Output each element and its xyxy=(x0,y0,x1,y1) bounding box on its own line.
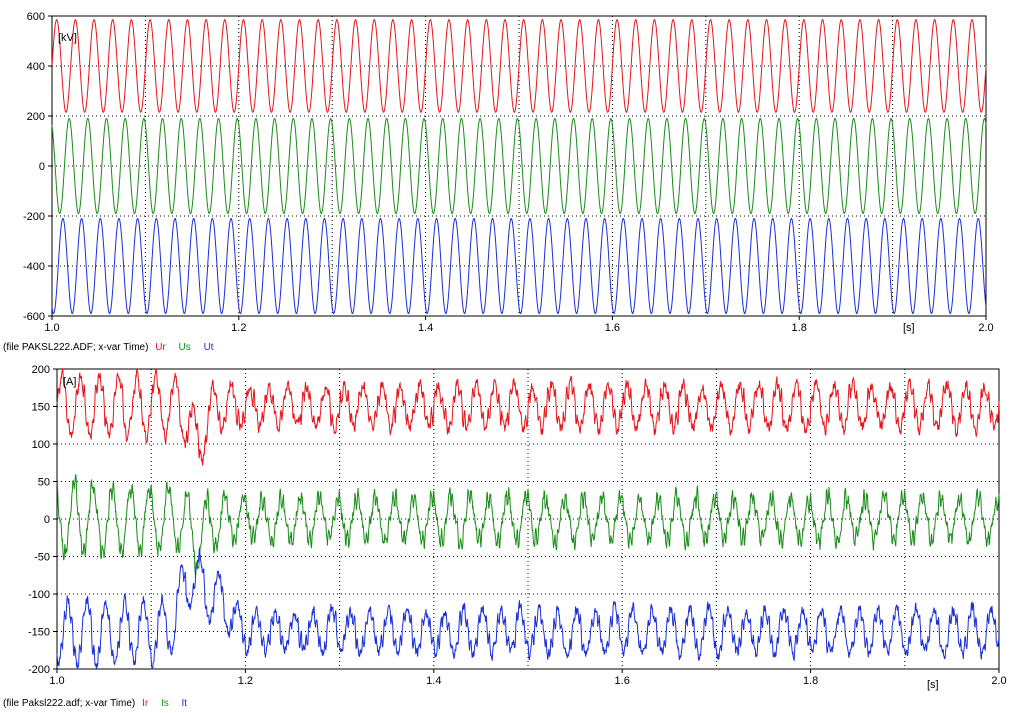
x-tick-label: 1.6 xyxy=(615,675,630,687)
current-caption: (file Paksl222.adf; x-var Time) Ir Is It xyxy=(3,698,187,709)
y-tick-label: -150 xyxy=(28,627,50,639)
x-tick-label: 1.2 xyxy=(238,675,253,687)
legend-is: Is xyxy=(161,698,169,709)
current-x-ticks: 1.0 1.2 1.4 1.6 1.8 2.0 xyxy=(49,669,1007,687)
voltage-file-label: (file PAKSL222.ADF; x-var Time) xyxy=(3,342,148,353)
y-tick-label: -600 xyxy=(23,311,45,323)
voltage-caption: (file PAKSL222.ADF; x-var Time) Ur Us Ut xyxy=(3,342,214,353)
y-tick-label: -50 xyxy=(34,552,50,564)
x-tick-label: 2.0 xyxy=(991,675,1006,687)
y-tick-label: -400 xyxy=(23,261,45,273)
series-line-ur xyxy=(51,19,987,113)
legend-ir: Ir xyxy=(142,698,149,709)
y-tick-label: 400 xyxy=(27,61,45,73)
x-tick-label: 1.2 xyxy=(231,322,246,334)
y-tick-label: -200 xyxy=(23,211,45,223)
x-tick-label: 2.0 xyxy=(978,322,993,334)
legend-ur: Ur xyxy=(155,342,166,353)
x-tick-label: 1.8 xyxy=(792,322,807,334)
voltage-x-unit: [s] xyxy=(903,322,915,334)
x-tick-label: 1.4 xyxy=(426,675,441,687)
current-x-unit: [s] xyxy=(927,679,939,691)
y-tick-label: 50 xyxy=(38,477,50,489)
x-tick-label: 1.0 xyxy=(49,675,64,687)
series-line-ut xyxy=(51,217,987,315)
current-file-label: (file Paksl222.adf; x-var Time) xyxy=(3,698,135,709)
y-tick-label: 600 xyxy=(27,11,45,23)
legend-us: Us xyxy=(179,342,191,353)
current-series xyxy=(56,367,1000,670)
x-tick-label: 1.4 xyxy=(418,322,433,334)
y-tick-label: -200 xyxy=(28,664,50,676)
voltage-series xyxy=(51,19,987,315)
legend-it: It xyxy=(182,698,188,709)
voltage-y-ticks: -600 -400 -200 0 200 400 600 xyxy=(23,11,52,323)
current-y-ticks: -200 -150 -100 -50 0 50 100 150 200 xyxy=(28,364,57,676)
voltage-panel: -600 -400 -200 0 200 400 600 1.0 1.2 1.4 1.6 1.8 2.… xyxy=(3,11,994,353)
y-tick-label: 200 xyxy=(27,111,45,123)
y-tick-label: 200 xyxy=(32,364,50,376)
current-y-unit: [A] xyxy=(63,376,76,388)
y-tick-label: 100 xyxy=(32,439,50,451)
voltage-y-unit: [kV] xyxy=(58,32,77,44)
y-tick-label: -100 xyxy=(28,589,50,601)
y-tick-label: 0 xyxy=(44,514,50,526)
y-tick-label: 0 xyxy=(39,161,45,173)
series-line-us xyxy=(51,117,987,215)
current-panel: -200 -150 -100 -50 0 50 100 150 200 1.0 1.2 1.4 1.6… xyxy=(3,364,1007,709)
x-tick-label: 1.0 xyxy=(44,322,59,334)
series-line-is xyxy=(56,474,1000,578)
y-tick-label: 150 xyxy=(32,402,50,414)
series-line-ir xyxy=(56,367,1000,466)
series-line-it xyxy=(56,547,1000,670)
x-tick-label: 1.6 xyxy=(605,322,620,334)
x-tick-label: 1.8 xyxy=(803,675,818,687)
voltage-x-ticks: 1.0 1.2 1.4 1.6 1.8 2.0 xyxy=(44,316,994,334)
legend-ut: Ut xyxy=(204,342,214,353)
